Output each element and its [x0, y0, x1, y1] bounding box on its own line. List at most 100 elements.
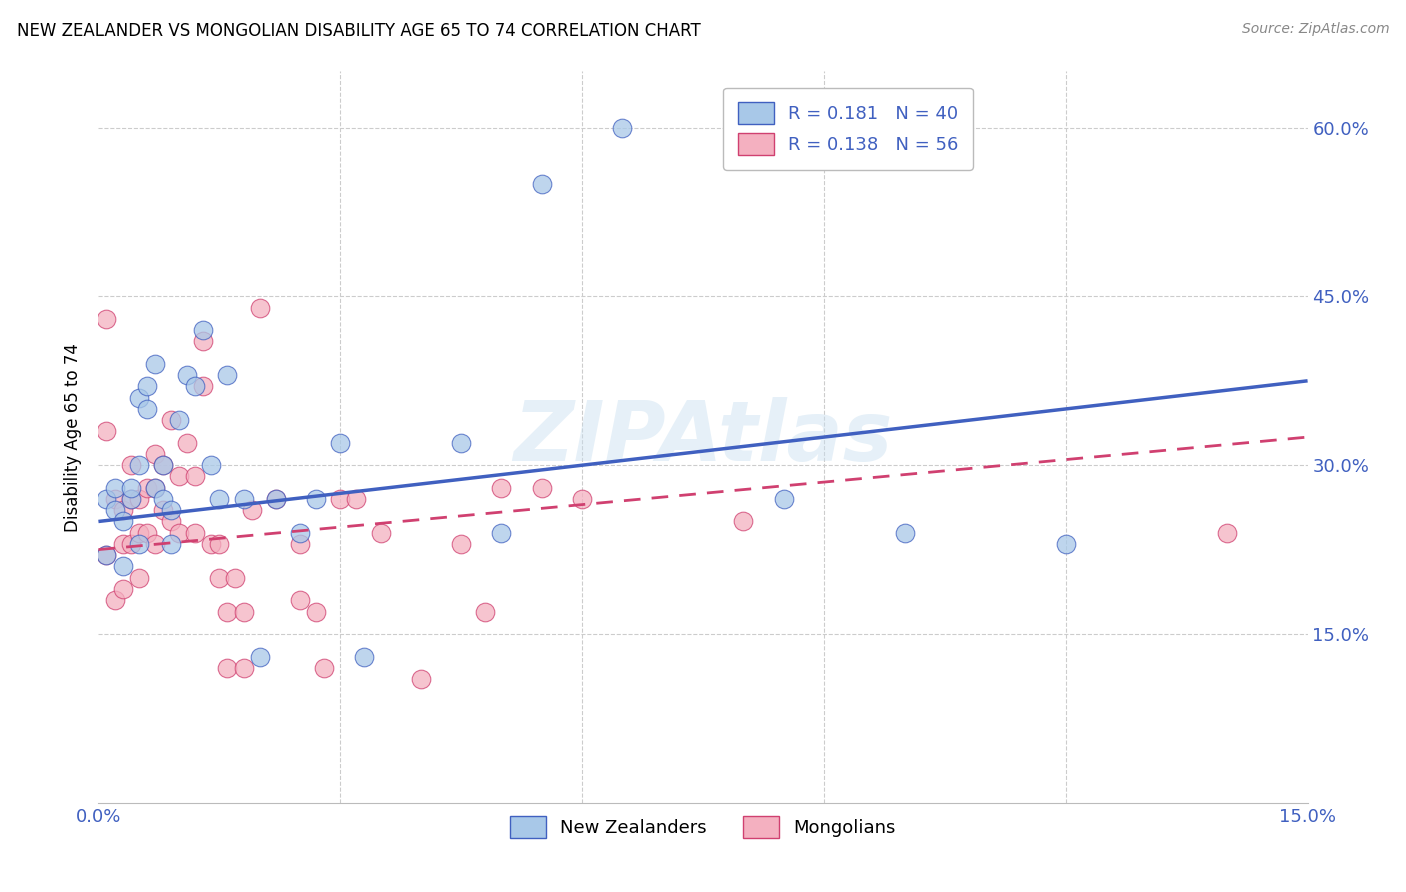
Point: [135, 481, 157, 495]
Point: [160, 515, 183, 529]
Point: [193, 334, 215, 349]
Point: [184, 469, 207, 483]
Point: [128, 391, 150, 405]
Point: [264, 491, 287, 506]
Point: [491, 525, 513, 540]
Point: [217, 661, 239, 675]
Point: [288, 537, 311, 551]
Point: [208, 571, 231, 585]
Point: [232, 491, 254, 506]
Point: [128, 537, 150, 551]
Point: [176, 368, 198, 383]
Point: [264, 491, 287, 506]
Point: [208, 537, 231, 551]
Point: [240, 503, 263, 517]
Point: [96, 312, 118, 326]
Point: [103, 481, 125, 495]
Point: [450, 537, 472, 551]
Point: [200, 537, 222, 551]
Point: [111, 582, 134, 596]
Point: [143, 537, 166, 551]
Point: [103, 593, 125, 607]
Point: [571, 491, 593, 506]
Point: [208, 491, 231, 506]
Point: [135, 401, 157, 416]
Point: [120, 537, 142, 551]
Point: [143, 447, 166, 461]
Point: [128, 525, 150, 540]
Point: [160, 503, 183, 517]
Point: [135, 525, 157, 540]
Point: [96, 548, 118, 562]
Point: [167, 413, 190, 427]
Point: [224, 571, 246, 585]
Point: [217, 605, 239, 619]
Point: [249, 301, 271, 315]
Point: [96, 548, 118, 562]
Point: [184, 379, 207, 393]
Point: [409, 672, 432, 686]
Point: [772, 491, 794, 506]
Point: [167, 469, 190, 483]
Text: NEW ZEALANDER VS MONGOLIAN DISABILITY AGE 65 TO 74 CORRELATION CHART: NEW ZEALANDER VS MONGOLIAN DISABILITY AG…: [17, 22, 700, 40]
Point: [733, 515, 755, 529]
Legend: New Zealanders, Mongolians: New Zealanders, Mongolians: [503, 808, 903, 845]
Point: [176, 435, 198, 450]
Point: [530, 481, 553, 495]
Point: [491, 481, 513, 495]
Point: [96, 425, 118, 439]
Point: [893, 525, 915, 540]
Y-axis label: Disability Age 65 to 74: Disability Age 65 to 74: [65, 343, 83, 532]
Text: Source: ZipAtlas.com: Source: ZipAtlas.com: [1241, 22, 1389, 37]
Point: [111, 503, 134, 517]
Point: [143, 481, 166, 495]
Point: [120, 481, 142, 495]
Point: [344, 491, 367, 506]
Point: [1216, 525, 1239, 540]
Point: [152, 458, 174, 473]
Point: [450, 435, 472, 450]
Point: [128, 458, 150, 473]
Point: [167, 525, 190, 540]
Point: [160, 537, 183, 551]
Point: [249, 649, 271, 664]
Point: [612, 120, 634, 135]
Point: [353, 649, 375, 664]
Point: [128, 571, 150, 585]
Point: [152, 458, 174, 473]
Point: [314, 661, 336, 675]
Point: [305, 605, 328, 619]
Point: [96, 491, 118, 506]
Point: [103, 503, 125, 517]
Point: [120, 458, 142, 473]
Point: [120, 491, 142, 506]
Point: [111, 537, 134, 551]
Point: [288, 593, 311, 607]
Point: [152, 491, 174, 506]
Point: [1054, 537, 1077, 551]
Point: [103, 491, 125, 506]
Point: [288, 525, 311, 540]
Point: [329, 435, 352, 450]
Point: [120, 491, 142, 506]
Point: [152, 503, 174, 517]
Point: [232, 605, 254, 619]
Point: [135, 379, 157, 393]
Point: [217, 368, 239, 383]
Point: [305, 491, 328, 506]
Point: [232, 661, 254, 675]
Point: [111, 515, 134, 529]
Point: [200, 458, 222, 473]
Point: [111, 559, 134, 574]
Point: [530, 177, 553, 191]
Point: [474, 605, 496, 619]
Point: [143, 481, 166, 495]
Point: [184, 525, 207, 540]
Point: [193, 379, 215, 393]
Point: [329, 491, 352, 506]
Text: ZIPAtlas: ZIPAtlas: [513, 397, 893, 477]
Point: [143, 357, 166, 371]
Point: [160, 413, 183, 427]
Point: [128, 491, 150, 506]
Point: [193, 323, 215, 337]
